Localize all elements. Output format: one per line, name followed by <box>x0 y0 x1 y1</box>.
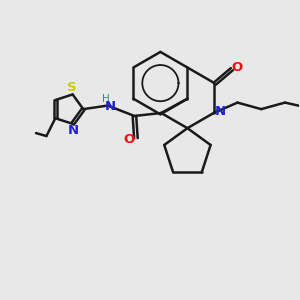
Text: S: S <box>67 81 77 94</box>
Text: H: H <box>102 94 110 104</box>
Text: O: O <box>232 61 243 74</box>
Text: O: O <box>124 133 135 146</box>
Text: N: N <box>68 124 79 137</box>
Text: N: N <box>104 100 116 113</box>
Text: N: N <box>215 105 226 118</box>
